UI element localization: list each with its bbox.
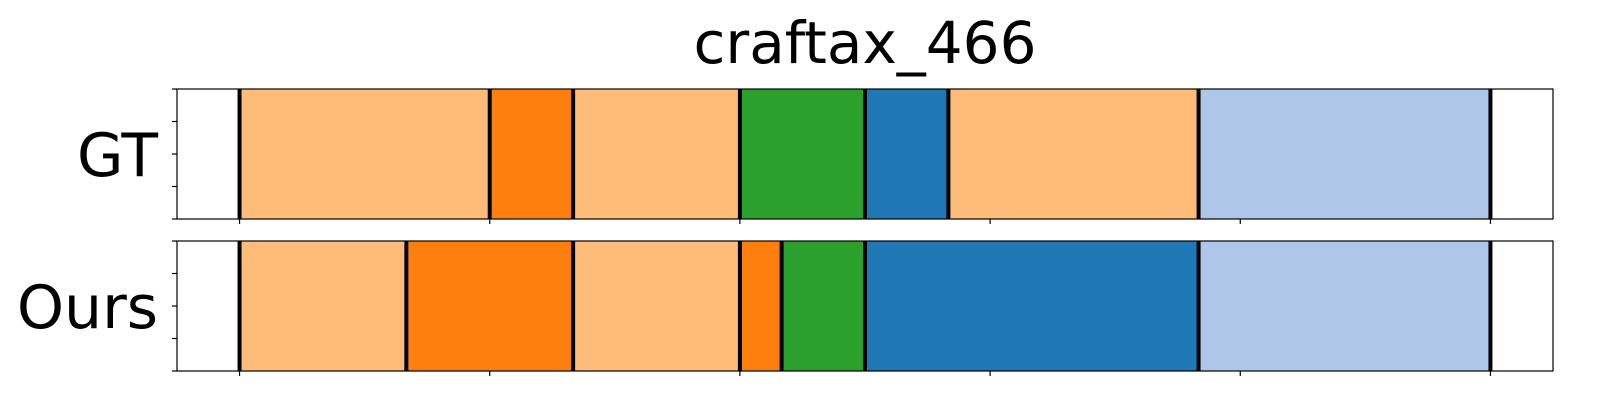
row-label-gt: GT bbox=[77, 121, 158, 191]
chart-title: craftax_466 bbox=[694, 9, 1037, 77]
segment-ours-2 bbox=[573, 241, 740, 371]
segment-ours-1 bbox=[406, 241, 574, 371]
segment-ours-3 bbox=[739, 241, 782, 371]
row-label-ours: Ours bbox=[17, 273, 158, 343]
row-gt: GT bbox=[77, 88, 1554, 224]
segment-ours-0 bbox=[239, 241, 407, 371]
rows-layer: GT Ours bbox=[17, 88, 1554, 376]
segment-gt-4 bbox=[865, 89, 949, 219]
segment-ours-4 bbox=[781, 241, 865, 371]
segment-ours-5 bbox=[865, 241, 1199, 371]
segment-gt-6 bbox=[1198, 89, 1491, 219]
segment-gt-0 bbox=[239, 89, 490, 219]
segment-gt-1 bbox=[489, 89, 574, 219]
segment-gt-5 bbox=[948, 89, 1199, 219]
segment-ours-6 bbox=[1198, 241, 1491, 371]
segment-gt-3 bbox=[739, 89, 865, 219]
segment-gt-2 bbox=[573, 89, 740, 219]
row-ours: Ours bbox=[17, 240, 1554, 376]
